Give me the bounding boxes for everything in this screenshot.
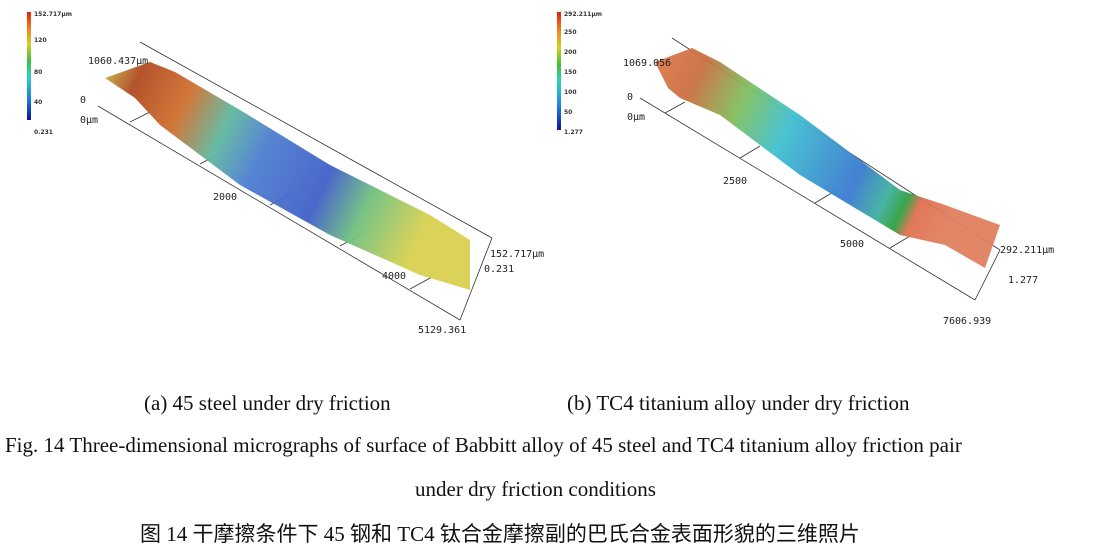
- colorbar-label: 120: [34, 37, 47, 44]
- colorbar-label: 40: [34, 99, 42, 106]
- axis-label: 0μm: [627, 112, 645, 123]
- colorbar-label: 50: [564, 109, 572, 116]
- axis-label: 1060.437μm: [88, 56, 148, 67]
- axis-label: 5129.361: [418, 325, 466, 336]
- axis-label: 0: [80, 95, 86, 106]
- subcaption-a: (a) 45 steel under dry friction: [144, 391, 391, 415]
- axis-label: 5000: [840, 239, 864, 250]
- colorbar-b: [557, 12, 561, 130]
- panel-b-micrograph: 292.211μm 250 200 150 100 50 1.277 1069.…: [557, 11, 1054, 327]
- figure-caption-en: Fig. 14 Three-dimensional micrographs of…: [5, 433, 962, 457]
- colorbar-label: 150: [564, 69, 577, 76]
- colorbar-label: 100: [564, 89, 577, 96]
- figure-caption-en-cont: under dry friction conditions: [415, 477, 656, 501]
- panel-a-micrograph: 152.717μm 120 80 40 0.231 1060.437μm 0 0…: [27, 11, 544, 336]
- colorbar-label: 0.231: [34, 129, 53, 136]
- colorbar-label: 250: [564, 29, 577, 36]
- axis-label: 292.211μm: [1000, 245, 1054, 256]
- axis-label: 1069.056: [623, 58, 671, 69]
- axis-label: 152.717μm: [490, 249, 544, 260]
- axis-label: 0: [627, 92, 633, 103]
- axis-label: 2000: [213, 192, 237, 203]
- axis-label: 0μm: [80, 115, 98, 126]
- colorbar-label: 292.211μm: [564, 11, 602, 18]
- axis-label: 1.277: [1008, 275, 1038, 286]
- subcaption-b: (b) TC4 titanium alloy under dry frictio…: [567, 391, 910, 415]
- colorbar-label: 152.717μm: [34, 11, 72, 18]
- axis-label: 0.231: [484, 264, 514, 275]
- figure-graphics: 152.717μm 120 80 40 0.231 1060.437μm 0 0…: [27, 11, 1054, 336]
- axis-label: 7606.939: [943, 316, 991, 327]
- axis-label: 4000: [382, 271, 406, 282]
- colorbar-label: 1.277: [564, 129, 583, 136]
- axis-label: 2500: [723, 176, 747, 187]
- colorbar-label: 80: [34, 69, 42, 76]
- colorbar-a: [27, 12, 31, 120]
- colorbar-label: 200: [564, 49, 577, 56]
- figure-caption-zh: 图 14 干摩擦条件下 45 钢和 TC4 钛合金摩擦副的巴氏合金表面形貌的三维…: [140, 522, 860, 546]
